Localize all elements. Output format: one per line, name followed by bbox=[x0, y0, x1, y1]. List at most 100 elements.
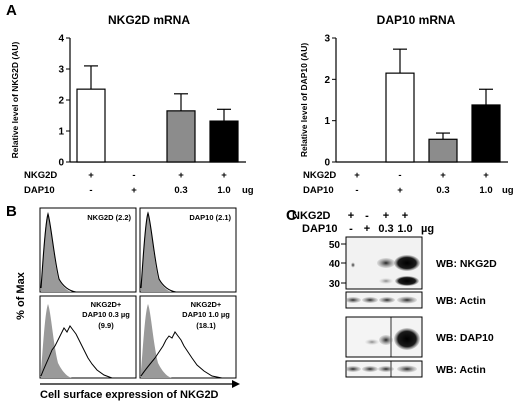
row-label-dap10-right: DAP10 bbox=[303, 185, 334, 196]
histogram-3-label-line3: (9.9) bbox=[98, 321, 114, 330]
histogram-2-isotype-fill bbox=[141, 212, 172, 292]
panel-a-charts: NKG2D mRNA Relative level of NKG2D (AU) … bbox=[10, 13, 514, 196]
band-actin2-lane3 bbox=[378, 366, 394, 372]
sign-right-nkg2d-2: - bbox=[398, 170, 401, 181]
sign-left-dap10-4: 1.0 bbox=[217, 185, 230, 196]
blot-dap10-sign-2: + bbox=[364, 223, 370, 235]
blot-label-wb-dap10: WB: DAP10 bbox=[436, 332, 494, 344]
bar-4 bbox=[471, 104, 501, 163]
y-axis-label: Relative level of NKG2D (AU) bbox=[10, 41, 20, 158]
sign-right-dap10-1: - bbox=[355, 185, 358, 196]
sign-left-dap10-1: - bbox=[89, 185, 92, 196]
blot-header-nkg2d: NKG2D bbox=[292, 210, 331, 222]
y-tick-label-2: 2 bbox=[324, 75, 330, 86]
band-actin2-lane4 bbox=[397, 365, 417, 373]
sign-right-dap10-4: 1.0 bbox=[479, 185, 492, 196]
y-tick-label-0: 0 bbox=[324, 158, 330, 169]
row-label-nkg2d-left: NKG2D bbox=[24, 170, 57, 181]
band-nkg2d-lane4-lower bbox=[395, 276, 419, 286]
y-tick-label-3: 3 bbox=[324, 34, 330, 45]
blot-nkg2d-sign-3: + bbox=[383, 210, 389, 222]
histogram-1-isotype-fill bbox=[41, 212, 72, 292]
band-dap10-lane2 bbox=[365, 339, 379, 345]
histogram-3-sample-line bbox=[40, 325, 113, 379]
sign-right-dap10-2: + bbox=[397, 185, 403, 196]
x-axis-arrowhead bbox=[232, 380, 240, 388]
histogram-2-sample-line bbox=[140, 211, 177, 293]
histogram-3-label-line2: DAP10 0.3 µg bbox=[82, 310, 130, 319]
sign-right-nkg2d-1: + bbox=[354, 170, 360, 181]
histogram-1-sample-line bbox=[40, 212, 77, 293]
marker-40: 40 bbox=[329, 259, 341, 270]
y-tick-label-4: 4 bbox=[58, 34, 64, 45]
chart-dap10-mrna: DAP10 mRNA Relative level of DAP10 (AU) … bbox=[299, 13, 508, 169]
blot-dap10-sign-4: 1.0 bbox=[397, 223, 412, 235]
unit-label-left: ug bbox=[242, 185, 254, 196]
marker-50: 50 bbox=[329, 240, 341, 251]
histogram-3-label-line1: NKG2D+ bbox=[91, 300, 122, 309]
histogram-4-label-line2: DAP10 1.0 µg bbox=[182, 310, 230, 319]
bar-4 bbox=[209, 120, 239, 163]
panel-b-histograms: % of Max NKG2D (2.2) DAP10 (2.1) NKG2D+ … bbox=[15, 207, 240, 401]
band-nkg2d-lane4-upper bbox=[394, 255, 420, 271]
y-tick-label-1: 1 bbox=[58, 127, 64, 138]
y-tick-label-1: 1 bbox=[324, 116, 330, 127]
row-label-nkg2d-right: NKG2D bbox=[303, 170, 336, 181]
histogram-1-label: NKG2D (2.2) bbox=[87, 213, 131, 222]
blot-label-wb-actin-2: WB: Actin bbox=[436, 364, 486, 376]
band-actin2-lane2 bbox=[362, 366, 378, 372]
histogram-4-isotype-fill bbox=[141, 304, 172, 378]
row-label-dap10-left: DAP10 bbox=[24, 185, 55, 196]
blot-nkg2d-sign-1: + bbox=[348, 210, 354, 222]
chart-nkg2d-mrna: NKG2D mRNA Relative level of NKG2D (AU) … bbox=[10, 13, 246, 169]
blot-dap10-sign-1: - bbox=[349, 223, 353, 235]
y-axis-label: Relative level of DAP10 (AU) bbox=[299, 43, 309, 157]
sign-left-nkg2d-1: + bbox=[88, 170, 94, 181]
histogram-3-isotype-fill bbox=[41, 304, 72, 378]
chart-title: DAP10 mRNA bbox=[377, 13, 456, 27]
blot-nkg2d-sign-4: + bbox=[402, 210, 408, 222]
blot-unit: µg bbox=[421, 223, 434, 235]
bar-2 bbox=[385, 72, 415, 163]
sign-right-dap10-3: 0.3 bbox=[436, 185, 449, 196]
y-tick-label-0: 0 bbox=[58, 158, 64, 169]
bar-1 bbox=[76, 88, 106, 163]
bar-3 bbox=[428, 138, 458, 163]
band-nkg2d-lane3-upper bbox=[377, 258, 395, 268]
sign-left-nkg2d-4: + bbox=[221, 170, 227, 181]
y-tick-label-2: 2 bbox=[58, 96, 64, 107]
unit-label-right: ug bbox=[502, 185, 514, 196]
band-actin1-lane3 bbox=[379, 297, 395, 303]
y-tick-label-3: 3 bbox=[58, 65, 64, 76]
blot-label-wb-nkg2d: WB: NKG2D bbox=[436, 258, 497, 270]
band-dap10-lane3 bbox=[379, 335, 393, 345]
blot-header-dap10: DAP10 bbox=[302, 223, 337, 235]
histogram-4-sample-line bbox=[140, 331, 223, 379]
band-nkg2d-lane3-lower bbox=[379, 278, 393, 284]
marker-30: 30 bbox=[329, 279, 341, 290]
band-actin1-lane1 bbox=[345, 297, 361, 303]
panel-letter-b: B bbox=[6, 203, 17, 220]
y-axis-label-pct-max: % of Max bbox=[15, 271, 27, 320]
band-actin1-lane2 bbox=[362, 297, 378, 303]
sign-left-dap10-2: + bbox=[131, 185, 137, 196]
blot-nkg2d-sign-2: - bbox=[365, 210, 369, 222]
panel-letter-a: A bbox=[6, 2, 17, 19]
histogram-4-label-line3: (18.1) bbox=[196, 321, 216, 330]
panel-letter-c: C bbox=[286, 207, 297, 224]
histogram-2-label: DAP10 (2.1) bbox=[189, 213, 231, 222]
band-actin1-lane4 bbox=[397, 296, 417, 304]
bar-3 bbox=[166, 110, 196, 163]
chart-title: NKG2D mRNA bbox=[108, 13, 190, 27]
sign-left-dap10-3: 0.3 bbox=[174, 185, 187, 196]
band-nkg2d-lane1 bbox=[351, 262, 355, 268]
blot-label-wb-actin-1: WB: Actin bbox=[436, 295, 486, 307]
panel-c-western-blots: NKG2D DAP10 + - + + - + 0.3 1.0 µg 50 40… bbox=[292, 210, 497, 378]
band-dap10-lane4 bbox=[394, 328, 420, 350]
histogram-4-label-line1: NKG2D+ bbox=[191, 300, 222, 309]
band-actin2-lane1 bbox=[345, 366, 361, 372]
x-axis-label: Cell surface expression of NKG2D bbox=[40, 389, 219, 401]
sign-right-nkg2d-4: + bbox=[483, 170, 489, 181]
blot-dap10-sign-3: 0.3 bbox=[378, 223, 393, 235]
sign-right-nkg2d-3: + bbox=[440, 170, 446, 181]
